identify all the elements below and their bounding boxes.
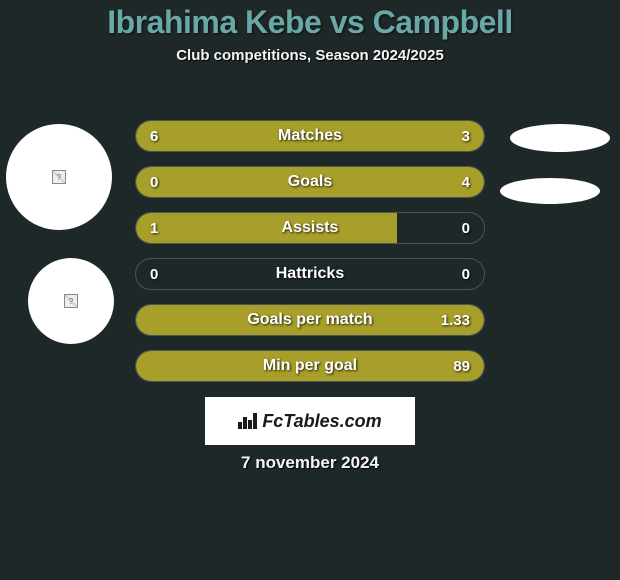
player2-avatar-ellipse	[510, 124, 610, 152]
stat-label: Matches	[136, 127, 484, 145]
stat-label: Goals	[136, 173, 484, 191]
player2-club-ellipse	[500, 178, 600, 204]
player1-avatar-circle: ?	[6, 124, 112, 230]
bar-chart-icon	[238, 413, 258, 429]
stat-value-right: 1.33	[441, 312, 470, 329]
stat-row: Min per goal89	[135, 350, 485, 382]
stat-row: 6Matches3	[135, 120, 485, 152]
stat-value-right: 4	[462, 174, 470, 191]
stat-value-right: 89	[453, 358, 470, 375]
stat-label: Min per goal	[136, 357, 484, 375]
stat-value-right: 0	[462, 220, 470, 237]
branding-text: FcTables.com	[262, 411, 381, 432]
stat-label: Hattricks	[136, 265, 484, 283]
stat-value-right: 0	[462, 266, 470, 283]
stats-container: 6Matches30Goals41Assists00Hattricks0Goal…	[135, 120, 485, 396]
stat-label: Assists	[136, 219, 484, 237]
stat-row: 0Goals4	[135, 166, 485, 198]
stat-value-right: 3	[462, 128, 470, 145]
stat-row: 0Hattricks0	[135, 258, 485, 290]
comparison-title: Ibrahima Kebe vs Campbell	[0, 0, 620, 41]
comparison-subtitle: Club competitions, Season 2024/2025	[0, 47, 620, 64]
broken-image-icon: ?	[52, 170, 66, 184]
stat-row: Goals per match1.33	[135, 304, 485, 336]
snapshot-date: 7 november 2024	[0, 453, 620, 473]
player1-club-circle: ?	[28, 258, 114, 344]
stat-label: Goals per match	[136, 311, 484, 329]
stat-row: 1Assists0	[135, 212, 485, 244]
broken-image-icon: ?	[64, 294, 78, 308]
fctables-branding: FcTables.com	[205, 397, 415, 445]
